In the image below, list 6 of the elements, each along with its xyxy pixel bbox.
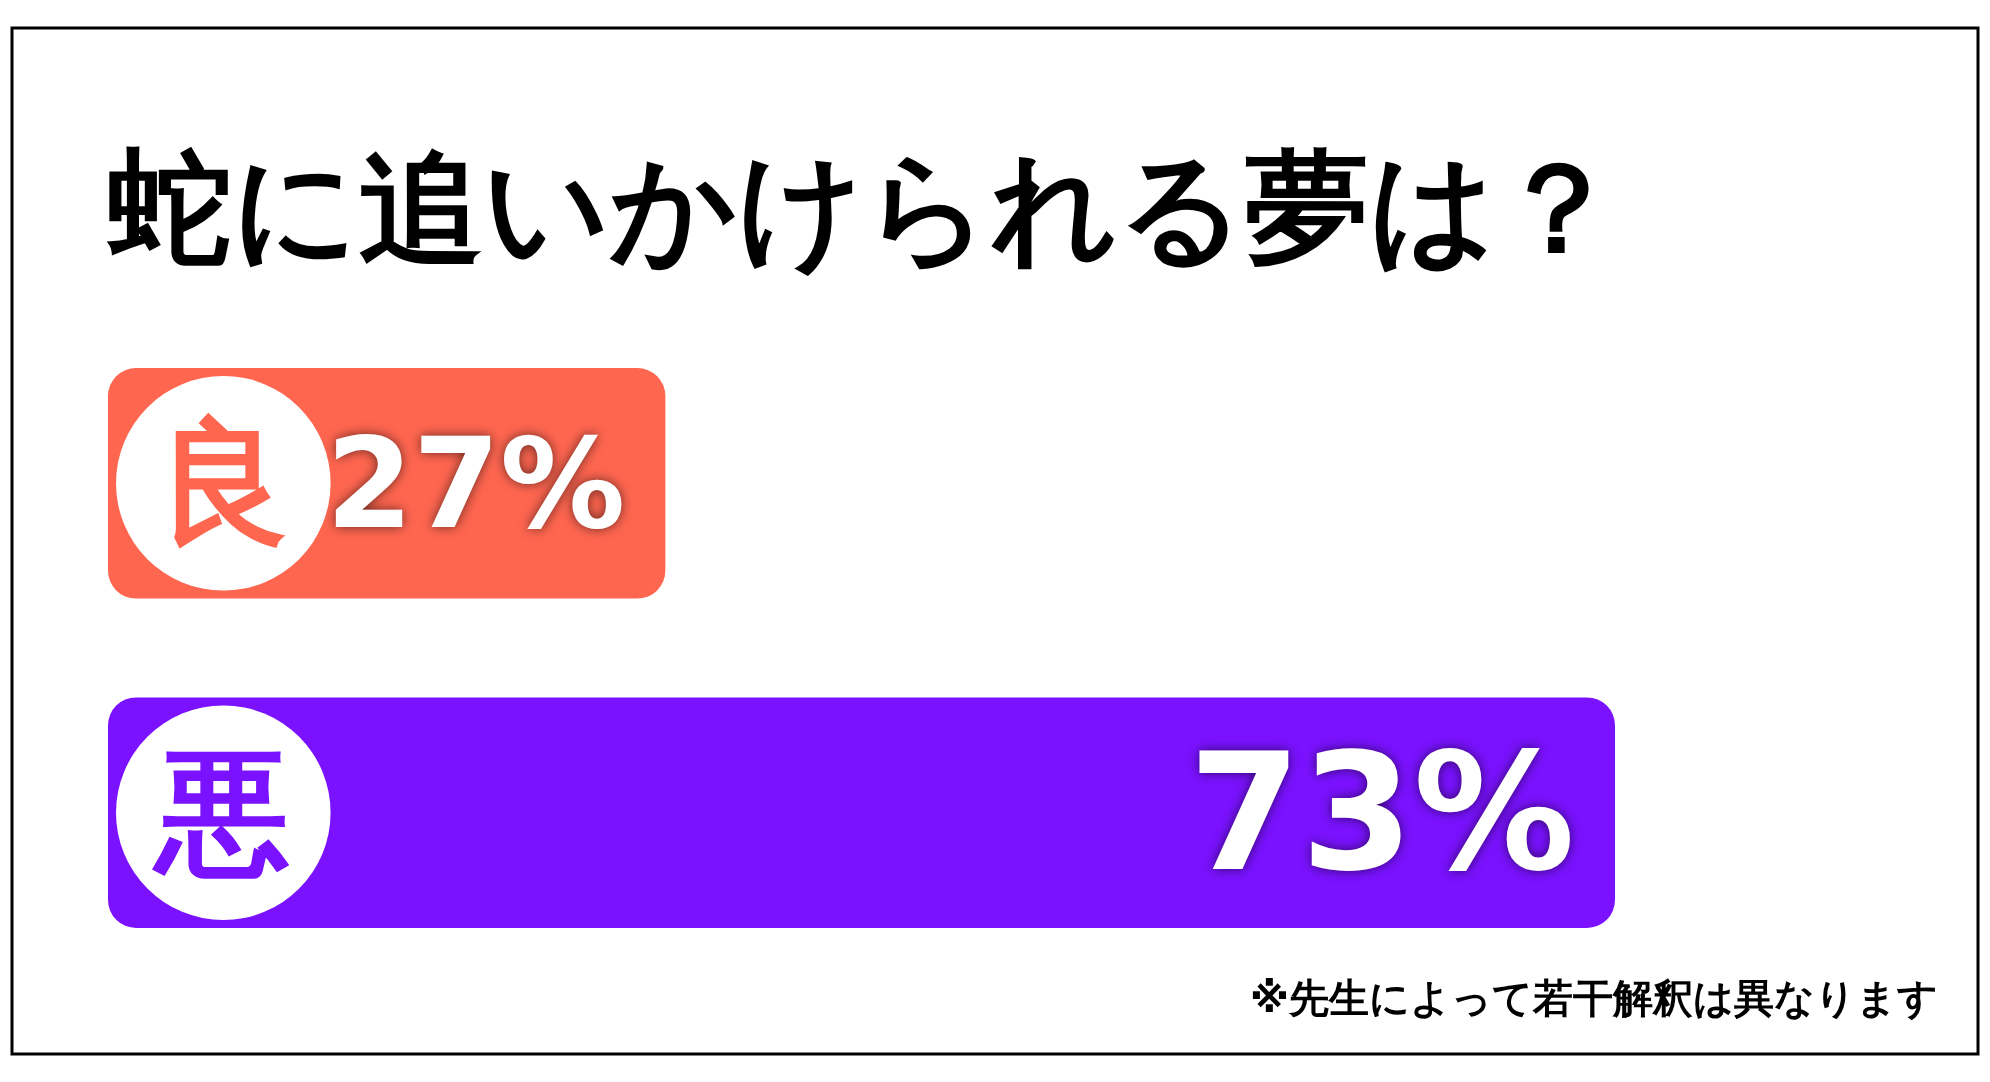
data-label: 27% [325,410,626,556]
annotation: ※先生によって若干解釈は異なります [1250,975,1938,1021]
y-tick-label: 悪 [151,734,291,891]
chart-title: 蛇に追いかけられる夢は？ [106,136,1620,280]
y-tick-label: 良 [156,405,291,562]
data-label: 73% [1188,718,1575,907]
